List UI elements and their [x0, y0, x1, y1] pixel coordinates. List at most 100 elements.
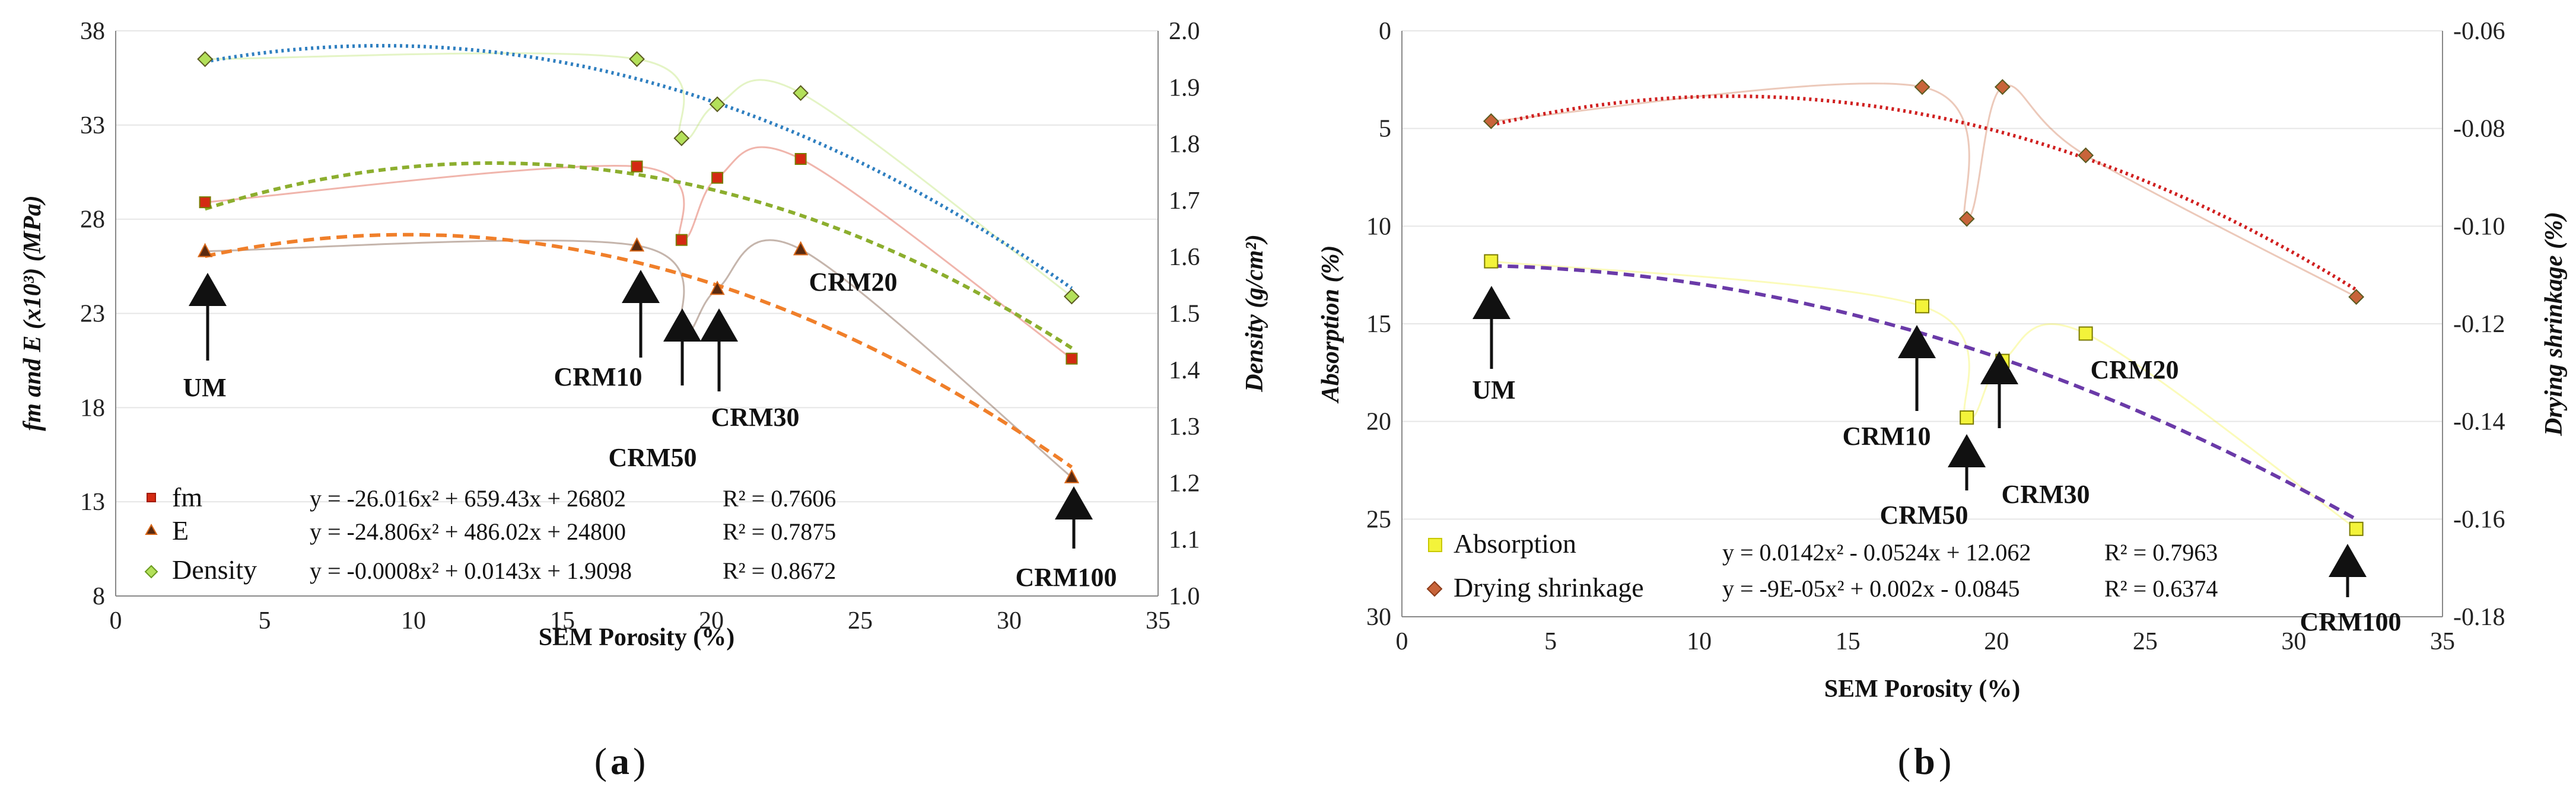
- legend-e-label: E: [172, 515, 189, 546]
- y2-tick-label: -0.14: [2453, 409, 2505, 436]
- annotation-b-crm100: CRM100: [2300, 607, 2401, 636]
- arrow-head: [1948, 434, 1986, 467]
- point-absorption: [2078, 326, 2093, 341]
- trendline-absorption: [1491, 264, 2358, 521]
- point-absorption: [2349, 521, 2364, 536]
- annotation-um: UM: [183, 373, 226, 402]
- chart-b-y-ticks: 0 5 10 15 20 25 30: [1366, 18, 1391, 631]
- arrow-head: [1898, 325, 1936, 358]
- x-tick-label: 30: [2281, 628, 2306, 655]
- chart-b-points: [1483, 79, 2365, 536]
- connector-absorption: [1491, 260, 2357, 530]
- y2-tick-label: 1.4: [1169, 357, 1200, 384]
- chart-a-y-label: fm and E (x10³) (MPa): [19, 195, 46, 431]
- y-tick-label: 38: [80, 18, 105, 45]
- point-density: [629, 51, 645, 68]
- legend-drying-shrinkage-marker: [1426, 581, 1443, 597]
- arrow-head: [700, 308, 738, 342]
- chart-a-points: [197, 51, 1080, 483]
- chart-a-trendlines: [204, 44, 1073, 469]
- point-fm: [199, 196, 211, 209]
- legend-absorption-marker: [1428, 538, 1442, 552]
- arrow-head: [663, 308, 701, 342]
- chart-b-panel-label: b: [1914, 740, 1935, 782]
- legend-e-r2: R² = 0.7875: [723, 518, 836, 545]
- x-tick-label: 0: [110, 607, 122, 635]
- annotation-crm10: CRM10: [554, 362, 642, 391]
- legend-absorption-r2: R² = 0.7963: [2104, 539, 2218, 566]
- point-absorption: [1484, 254, 1499, 269]
- point-density: [793, 85, 809, 101]
- annotation-crm100: CRM100: [1015, 563, 1117, 592]
- x-tick-label: 20: [699, 607, 724, 635]
- y2-tick-label: -0.10: [2453, 213, 2505, 240]
- connector-drying-shrinkage: [1491, 82, 2357, 298]
- y-tick-label: 25: [1366, 506, 1391, 533]
- x-tick-label: 15: [550, 607, 575, 635]
- legend-density-r2: R² = 0.8672: [723, 557, 836, 584]
- point-density: [709, 96, 726, 113]
- y-tick-label: 23: [80, 301, 105, 328]
- point-e: [197, 243, 213, 257]
- legend-fm-marker: [147, 493, 156, 502]
- chart-a-panel-close: ): [633, 740, 645, 782]
- y-tick-label: 33: [80, 112, 105, 139]
- chart-a-y2-label: Density (g/cm²): [1241, 234, 1268, 393]
- y-tick-label: 8: [93, 583, 105, 610]
- chart-b-panel-close: ): [1939, 740, 1951, 782]
- x-tick-label: 20: [1984, 628, 2009, 655]
- y2-tick-label: -0.12: [2453, 311, 2505, 338]
- point-fm: [711, 171, 724, 184]
- chart-a-arrows: [189, 270, 1093, 549]
- point-drying-shrinkage: [1483, 113, 1499, 129]
- y2-tick-label: 1.2: [1169, 470, 1200, 497]
- trendline-drying-shrinkage: [1490, 94, 2358, 292]
- chart-a-y-ticks: 8 13 18 23 28 33 38: [80, 18, 105, 610]
- arrow-head: [1980, 351, 2018, 384]
- chart-a-gridlines: [116, 30, 1158, 597]
- annotation-b-crm50: CRM50: [1879, 501, 1968, 530]
- legend-fm-equation: y = -26.016x² + 659.43x + 26802: [310, 485, 626, 512]
- point-drying-shrinkage: [2078, 147, 2094, 164]
- x-tick-label: 15: [1836, 628, 1861, 655]
- point-drying-shrinkage: [1994, 79, 2011, 95]
- point-fm: [631, 160, 643, 173]
- point-e: [629, 237, 645, 252]
- connector-fm: [205, 146, 1073, 359]
- y2-tick-label: 1.8: [1169, 131, 1200, 158]
- y-tick-label: 13: [80, 489, 105, 516]
- y-tick-label: 15: [1366, 311, 1391, 338]
- legend-density-label: Density: [172, 554, 257, 585]
- y2-tick-label: 1.0: [1169, 583, 1200, 610]
- chart-a-x-label: SEM Porosity (%): [539, 624, 735, 651]
- chart-b-legend: Absorption y = 0.0142x² - 0.0524x + 12.0…: [1426, 528, 2218, 603]
- chart-a-x-ticks: 0 5 10 15 20 25 30 35: [110, 607, 1171, 635]
- y2-tick-label: 1.9: [1169, 74, 1200, 101]
- point-drying-shrinkage: [2348, 289, 2365, 305]
- legend-drying-shrinkage-r2: R² = 0.6374: [2104, 575, 2218, 602]
- y2-tick-label: 1.5: [1169, 301, 1200, 328]
- y-tick-label: 0: [1379, 18, 1391, 45]
- point-drying-shrinkage: [1914, 79, 1931, 95]
- y2-tick-label: -0.06: [2453, 18, 2505, 45]
- x-tick-label: 30: [997, 607, 1022, 635]
- chart-b-y2-ticks: -0.06 -0.08 -0.10 -0.12 -0.14 -0.16 -0.18: [2453, 18, 2505, 631]
- y2-tick-label: 1.1: [1169, 527, 1200, 554]
- arrow-head: [1055, 486, 1093, 519]
- chart-b-y-label: Absorption (%): [1317, 246, 1344, 404]
- x-tick-label: 10: [401, 607, 426, 635]
- point-fm: [1066, 352, 1078, 365]
- legend-drying-shrinkage-label: Drying shrinkage: [1454, 572, 1644, 603]
- annotation-b-crm10: CRM10: [1842, 422, 1931, 451]
- y-tick-label: 28: [80, 206, 105, 234]
- y2-tick-label: -0.18: [2453, 604, 2505, 631]
- y-tick-label: 18: [80, 394, 105, 422]
- legend-density-marker: [144, 565, 158, 579]
- x-tick-label: 5: [1544, 628, 1557, 655]
- legend-fm-label: fm: [172, 482, 202, 512]
- arrow-head: [189, 273, 227, 306]
- point-e: [710, 281, 725, 295]
- point-fm: [794, 153, 807, 165]
